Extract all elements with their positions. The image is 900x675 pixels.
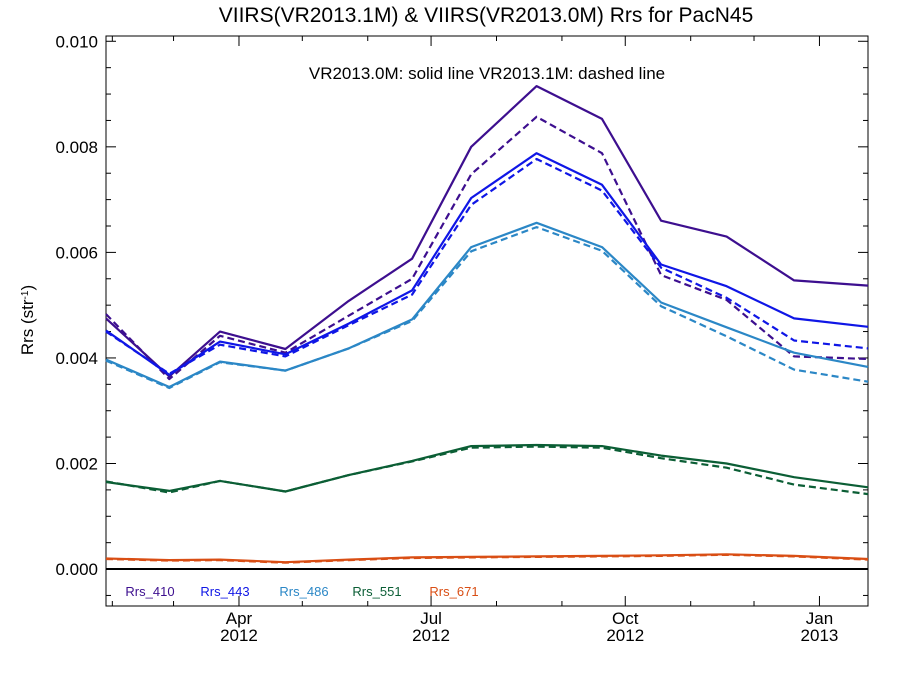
legend-label-rrs-486: Rrs_486 xyxy=(279,584,328,599)
y-axis-label-main: Rrs (str xyxy=(18,299,37,355)
chart-title: VIIRS(VR2013.1M) & VIIRS(VR2013.0M) Rrs … xyxy=(219,4,754,27)
plot-frame xyxy=(105,35,869,607)
x-tick-month: Apr xyxy=(226,609,253,628)
series-line-rrs-671-dashed xyxy=(105,553,869,564)
series-line-rrs-410-solid xyxy=(105,84,869,378)
series-line-rrs-410-dashed xyxy=(105,115,869,381)
series-line-rrs-443-dashed xyxy=(105,157,869,375)
series-line-rrs-551-solid xyxy=(105,443,869,493)
y-tick-label: 0.006 xyxy=(55,243,98,262)
series-line-rrs-486-dashed xyxy=(105,226,869,390)
y-tick-label: 0.000 xyxy=(55,560,98,579)
x-tick-month: Jan xyxy=(806,609,833,628)
x-tick-year: 2012 xyxy=(412,626,450,645)
y-tick-label: 0.002 xyxy=(55,455,98,474)
x-tick-month: Jul xyxy=(420,609,442,628)
x-tick-year: 2013 xyxy=(801,626,839,645)
line-style-note: VR2013.0M: solid line VR2013.1M: dashed … xyxy=(309,64,665,83)
legend-label-rrs-410: Rrs_410 xyxy=(125,584,174,599)
legend-label-rrs-671: Rrs_671 xyxy=(429,584,478,599)
legend-label-rrs-443: Rrs_443 xyxy=(200,584,249,599)
x-tick-year: 2012 xyxy=(220,626,258,645)
plot-area: 0.0000.0020.0040.0060.0080.010Apr2012Jul… xyxy=(55,32,869,645)
y-axis-label: Rrs (str-1) xyxy=(18,285,37,355)
y-axis-label-close: ) xyxy=(18,285,37,291)
x-tick-year: 2012 xyxy=(606,626,644,645)
series-line-rrs-443-solid xyxy=(105,152,869,376)
y-tick-label: 0.008 xyxy=(55,138,98,157)
legend-label-rrs-551: Rrs_551 xyxy=(352,584,401,599)
y-tick-label: 0.010 xyxy=(55,32,98,51)
series-line-rrs-551-dashed xyxy=(105,445,869,496)
x-tick-month: Oct xyxy=(612,609,639,628)
y-tick-label: 0.004 xyxy=(55,349,98,368)
y-axis-label-sup: -1 xyxy=(20,290,31,299)
